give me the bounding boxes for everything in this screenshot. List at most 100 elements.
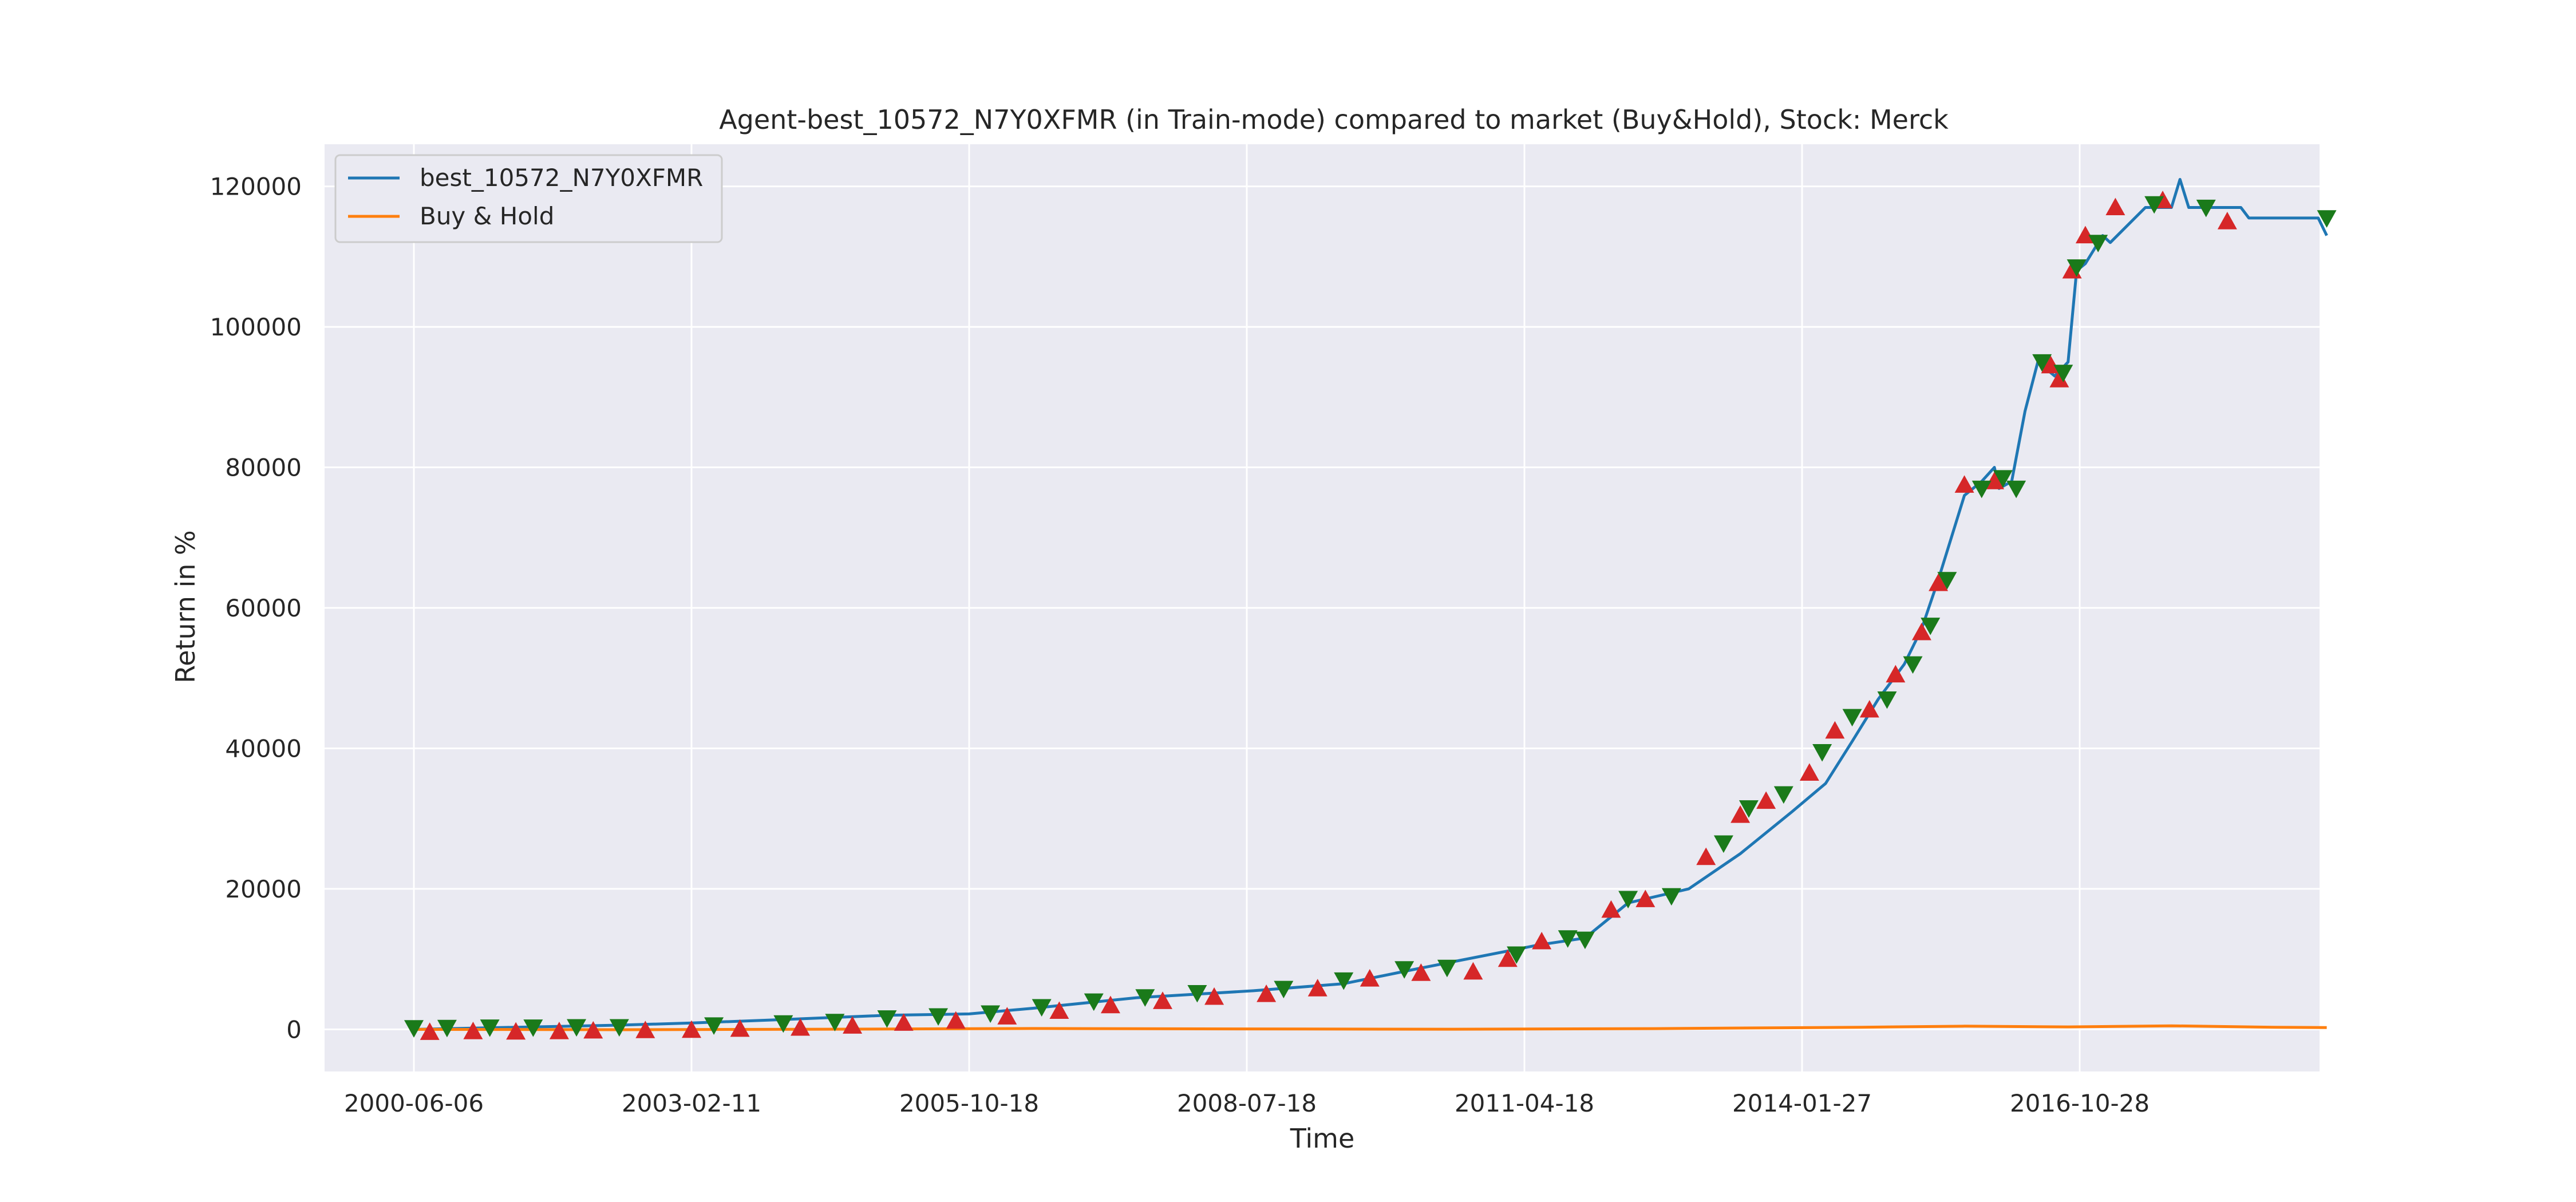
sell-marker	[567, 1019, 587, 1037]
buy-marker	[420, 1022, 440, 1040]
sell-marker	[1032, 999, 1052, 1017]
x-axis-label: Time	[1290, 1123, 1355, 1154]
trade-markers	[404, 191, 2337, 1040]
buy-marker	[1411, 963, 1431, 981]
y-tick-label: 120000	[210, 173, 302, 201]
y-axis-label: Return in %	[170, 530, 201, 683]
buy-marker	[894, 1013, 914, 1031]
y-tick-labels: 0 20000 40000 60000 80000 100000 120000	[210, 173, 302, 1044]
buy-marker	[1153, 991, 1173, 1009]
sell-marker	[1937, 572, 1957, 590]
sell-marker	[1437, 959, 1457, 978]
sell-marker	[1135, 989, 1155, 1007]
sell-marker	[2067, 259, 2087, 277]
buy-marker	[1730, 805, 1751, 823]
sell-marker	[1842, 709, 1862, 727]
y-tick-label: 0	[286, 1015, 302, 1043]
y-tick-label: 80000	[225, 454, 302, 482]
sell-marker	[2053, 365, 2073, 382]
buy-marker	[1498, 949, 1518, 967]
sell-marker	[1773, 786, 1793, 804]
buy-marker	[1360, 969, 1380, 987]
buy-marker	[1463, 962, 1483, 980]
buy-marker	[1825, 721, 1845, 739]
sell-marker	[1661, 888, 1681, 906]
sell-marker	[981, 1005, 1001, 1023]
sell-marker	[1713, 835, 1733, 853]
x-tick-label: 2011-04-18	[1455, 1089, 1594, 1117]
x-tick-label: 2003-02-11	[622, 1089, 761, 1117]
series-line-agent	[413, 177, 2328, 1031]
x-tick-label: 2014-01-27	[1732, 1089, 1872, 1117]
sell-marker	[1812, 744, 1832, 762]
sell-marker	[877, 1010, 897, 1028]
buy-marker	[1756, 791, 1776, 809]
sell-marker	[437, 1019, 457, 1038]
buy-marker	[635, 1021, 655, 1038]
y-tick-label: 20000	[225, 875, 302, 903]
legend-box	[334, 154, 723, 243]
sell-marker	[2144, 196, 2164, 214]
sell-marker	[1618, 891, 1638, 909]
sell-marker	[1877, 691, 1897, 709]
sell-marker	[480, 1019, 500, 1037]
buy-marker	[682, 1020, 701, 1038]
chart-title: Agent-best_10572_N7Y0XFMR (in Train-mode…	[719, 104, 1949, 135]
sell-marker	[2317, 210, 2337, 228]
sell-marker	[773, 1015, 793, 1033]
buy-marker	[791, 1018, 811, 1036]
legend: best_10572_N7Y0XFMR Buy & Hold	[334, 154, 723, 243]
grid-lines	[325, 144, 2320, 1071]
x-tick-label: 2008-07-18	[1177, 1089, 1317, 1117]
sell-marker	[1187, 984, 1207, 1003]
x-tick-label: 2005-10-18	[899, 1089, 1039, 1117]
buy-marker	[946, 1011, 966, 1029]
buy-marker	[1954, 475, 1974, 493]
buy-marker	[1307, 979, 1327, 997]
buy-marker	[549, 1022, 569, 1039]
y-tick-label: 100000	[210, 313, 302, 341]
buy-marker	[1886, 665, 1906, 683]
sell-marker	[1921, 618, 1941, 635]
y-tick-label: 60000	[225, 594, 302, 622]
sell-marker	[523, 1019, 543, 1037]
sell-marker	[1084, 993, 1104, 1011]
sell-marker	[2196, 199, 2216, 218]
buy-marker	[1911, 622, 1931, 640]
sell-marker	[609, 1019, 629, 1037]
buy-marker	[1049, 1001, 1069, 1019]
buy-marker	[1799, 763, 1819, 781]
buy-marker	[1532, 931, 1552, 950]
buy-marker	[2049, 370, 2069, 388]
sell-marker	[704, 1017, 724, 1035]
buy-marker	[1985, 472, 2005, 489]
buy-marker	[2041, 355, 2061, 374]
buy-marker	[843, 1016, 863, 1034]
sell-marker	[1971, 480, 1992, 499]
sell-marker	[929, 1008, 949, 1026]
series-lines	[413, 177, 2328, 1031]
sell-marker	[1394, 961, 1415, 979]
sell-marker	[1334, 972, 1354, 990]
x-tick-label: 2000-06-06	[344, 1089, 484, 1117]
buy-marker	[1929, 574, 1949, 591]
buy-marker	[506, 1022, 526, 1040]
buy-marker	[730, 1019, 750, 1037]
sell-marker	[1274, 980, 1294, 999]
sell-marker	[2006, 480, 2026, 499]
sell-marker	[1739, 800, 1759, 818]
buy-marker	[1635, 889, 1656, 907]
series-line-buy-hold	[413, 1024, 2327, 1031]
x-tick-label: 2016-10-28	[2010, 1089, 2150, 1117]
sell-marker	[825, 1014, 845, 1031]
buy-marker	[1601, 900, 1621, 918]
buy-marker	[1257, 984, 1277, 1002]
sell-marker	[404, 1020, 424, 1038]
buy-marker	[2217, 212, 2237, 230]
x-tick-labels: 2000-06-06 2003-02-11 2005-10-18 2008-07-18…	[344, 1089, 2150, 1117]
buy-marker	[997, 1007, 1017, 1025]
buy-marker	[1100, 995, 1120, 1014]
buy-marker	[2105, 197, 2125, 216]
legend-label-agent: best_10572_N7Y0XFMR	[420, 164, 703, 192]
